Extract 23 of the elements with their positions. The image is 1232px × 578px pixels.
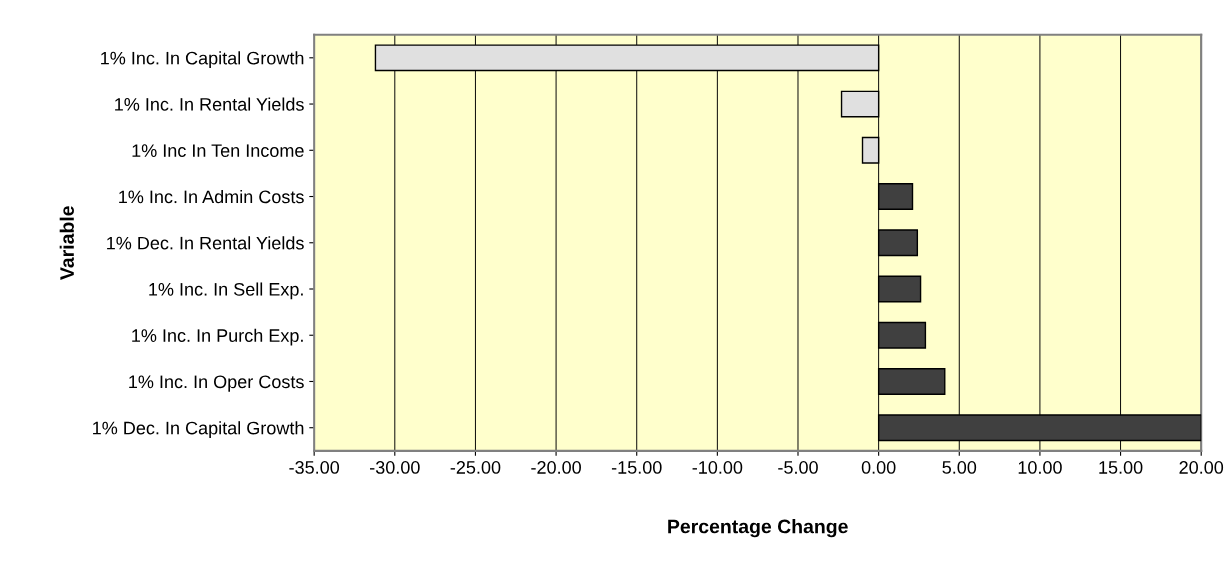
x-tick-label: -35.00 [289,461,340,474]
x-tick-label: 20.00 [1179,461,1224,474]
y-tick-label: 1% Inc. In Capital Growth [101,51,304,69]
y-tick-label: 1% Dec. In Rental Yields [107,236,304,250]
x-tick-label: -30.00 [370,461,420,474]
x-tick-label: -25.00 [450,461,501,474]
x-tick-label: 15.00 [1099,461,1143,474]
y-tick-label: 1% Inc. In Purch Exp. [132,328,303,346]
y-tick-label: 1% Inc In Ten Income [132,144,304,157]
x-tick-label: 10.00 [1018,461,1062,474]
y-tick-label: 1% Inc. In Sell Exp. [149,282,303,300]
x-tick-label: -20.00 [531,461,581,474]
y-axis-title: Variable [59,206,74,280]
y-tick-label: 1% Dec. In Capital Growth [93,421,304,439]
x-tick-label: -10.00 [692,461,743,474]
y-tick-label: 1% Inc. In Oper Costs [129,375,304,392]
x-axis-title: Percentage Change [668,519,848,538]
x-tick-label: -5.00 [778,461,818,474]
x-tick-label: 0.00 [861,461,896,474]
x-tick-label: -15.00 [611,461,662,474]
y-tick-label: 1% Inc. In Admin Costs [119,189,304,204]
y-tick-label: 1% Inc. In Rental Yields [115,97,304,111]
x-tick-label: 5.00 [942,461,977,474]
